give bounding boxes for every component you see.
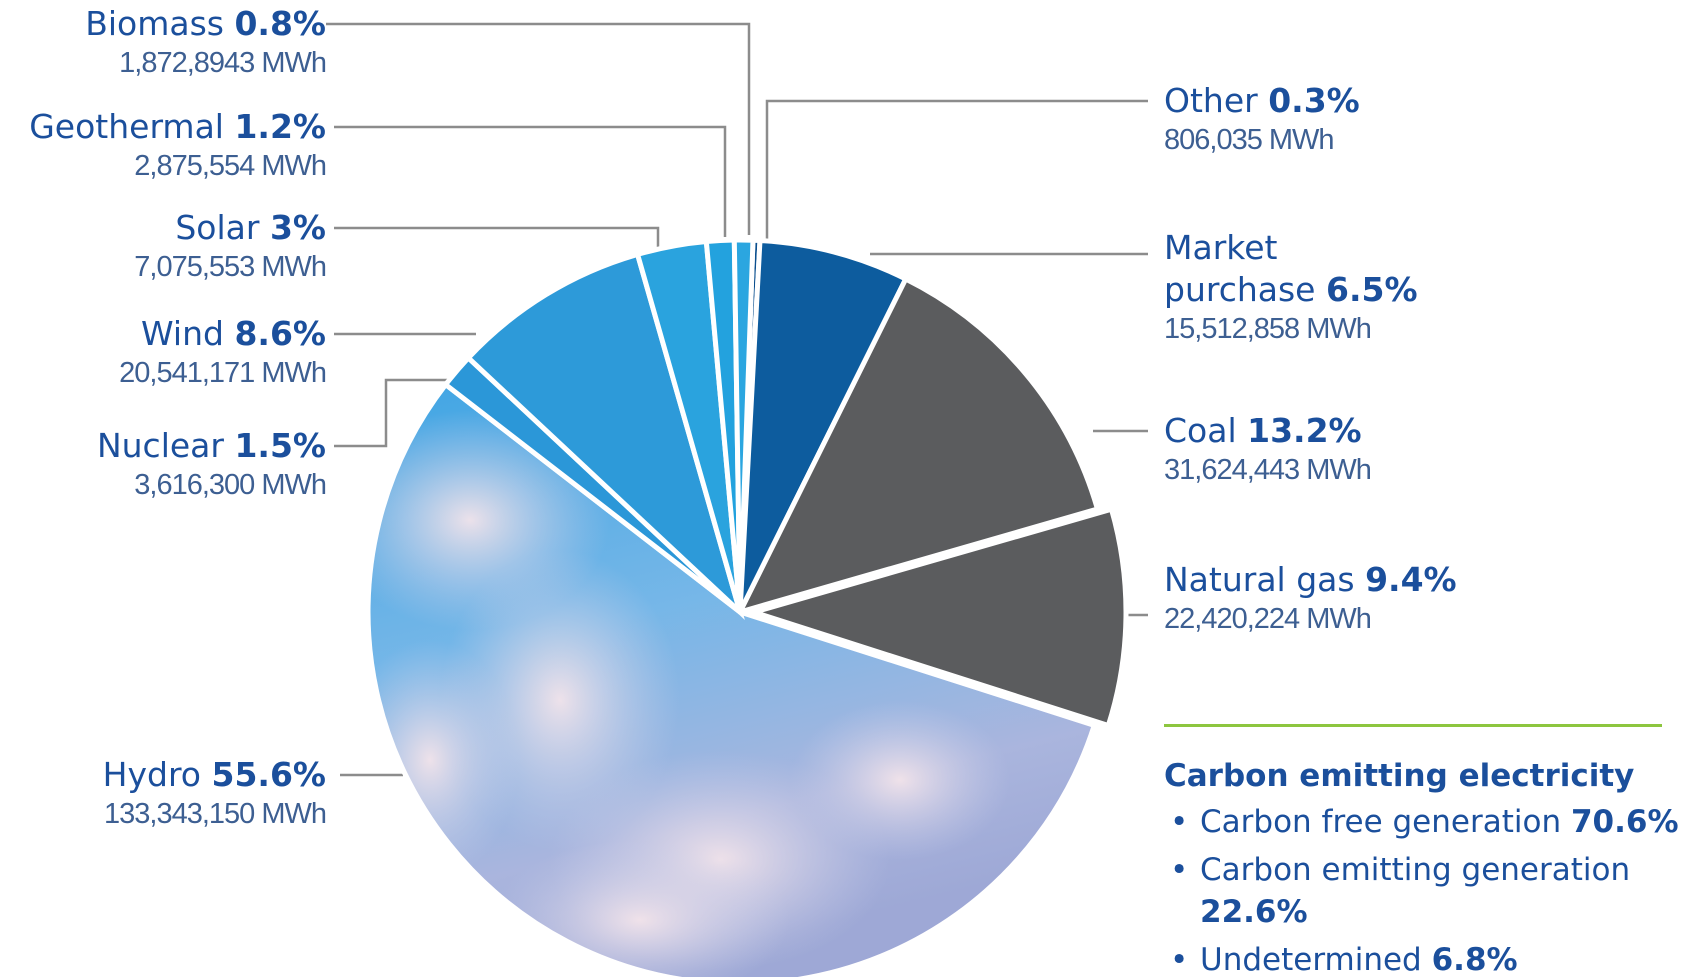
legend-list: Carbon free generation 70.6% Carbon emitt… [1164, 801, 1704, 977]
percent-label: 0.8% [234, 4, 326, 43]
energy-label: 806,035 MWh [1164, 122, 1360, 158]
legend-item: Carbon free generation 70.6% [1164, 801, 1680, 843]
leader-line [334, 228, 658, 250]
energy-label: 20,541,171 MWh [119, 355, 326, 391]
energy-label: 22,420,224 MWh [1164, 601, 1457, 637]
label-line: Coal 13.2% [1164, 410, 1371, 452]
category-name: Natural gas [1164, 560, 1355, 599]
legend-item: Carbon emitting generation 22.6% [1164, 849, 1680, 933]
category-name: Other [1164, 81, 1258, 120]
energy-label: 3,616,300 MWh [97, 467, 326, 503]
legend-box: Carbon emitting electricity Carbon free … [1164, 724, 1704, 977]
legend-title: Carbon emitting electricity [1164, 755, 1704, 797]
category-name: Wind [141, 314, 224, 353]
category-name: Coal [1164, 411, 1237, 450]
label-line: Biomass 0.8% [85, 3, 326, 45]
category-name: Biomass [85, 4, 224, 43]
label-line: Geothermal 1.2% [29, 106, 326, 148]
category-name: Nuclear [97, 426, 224, 465]
energy-label: 31,624,443 MWh [1164, 452, 1371, 488]
slice-label: Wind 8.6%20,541,171 MWh [119, 313, 326, 391]
leader-line [334, 127, 725, 237]
category-name: Solar [175, 208, 259, 247]
slice-label: Market purchase 6.5%15,512,858 MWh [1164, 227, 1434, 347]
label-line: Wind 8.6% [119, 313, 326, 355]
slice-label: Hydro 55.6%133,343,150 MWh [103, 754, 326, 832]
energy-label: 7,075,553 MWh [134, 249, 326, 285]
slice-label: Coal 13.2%31,624,443 MWh [1164, 410, 1371, 488]
percent-label: 55.6% [212, 755, 327, 794]
cloud [790, 700, 1010, 860]
slice-label: Biomass 0.8%1,872,8943 MWh [85, 3, 326, 81]
legend-value: 6.8% [1432, 942, 1518, 977]
percent-label: 13.2% [1247, 411, 1362, 450]
divider [1164, 724, 1662, 727]
energy-label: 15,512,858 MWh [1164, 311, 1434, 347]
legend-text: Carbon emitting generation [1200, 852, 1630, 888]
slices [330, 240, 1126, 977]
label-line: Other 0.3% [1164, 80, 1360, 122]
slice-label: Nuclear 1.5%3,616,300 MWh [97, 425, 326, 503]
legend-value: 22.6% [1200, 894, 1308, 930]
label-line: Hydro 55.6% [103, 754, 326, 796]
category-name: Hydro [103, 755, 201, 794]
slice-label: Other 0.3%806,035 MWh [1164, 80, 1360, 158]
legend-text: Carbon free generation [1200, 804, 1561, 840]
energy-label: 133,343,150 MWh [103, 796, 326, 832]
percent-label: 3% [270, 208, 326, 247]
label-line: Market purchase 6.5% [1164, 227, 1434, 311]
infographic: Carbon emitting electricity Carbon free … [0, 0, 1706, 977]
cloud [340, 640, 520, 880]
percent-label: 8.6% [234, 314, 326, 353]
legend-item: Undetermined 6.8% [1164, 939, 1680, 977]
percent-label: 0.3% [1268, 81, 1360, 120]
label-line: Solar 3% [134, 207, 326, 249]
percent-label: 1.2% [234, 107, 326, 146]
legend-value: 70.6% [1571, 804, 1679, 840]
slice-label: Solar 3%7,075,553 MWh [134, 207, 326, 285]
category-name: Geothermal [29, 107, 224, 146]
percent-label: 1.5% [234, 426, 326, 465]
legend-text: Undetermined [1200, 942, 1422, 977]
energy-label: 2,875,554 MWh [29, 148, 326, 184]
slice-label: Geothermal 1.2%2,875,554 MWh [29, 106, 326, 184]
slice-label: Natural gas 9.4%22,420,224 MWh [1164, 559, 1457, 637]
label-line: Nuclear 1.5% [97, 425, 326, 467]
percent-label: 9.4% [1365, 560, 1457, 599]
leader-line [326, 24, 749, 235]
leader-line [767, 101, 1148, 240]
label-line: Natural gas 9.4% [1164, 559, 1457, 601]
percent-label: 6.5% [1326, 270, 1418, 309]
energy-label: 1,872,8943 MWh [85, 45, 326, 81]
category-name: Market purchase [1164, 228, 1315, 309]
